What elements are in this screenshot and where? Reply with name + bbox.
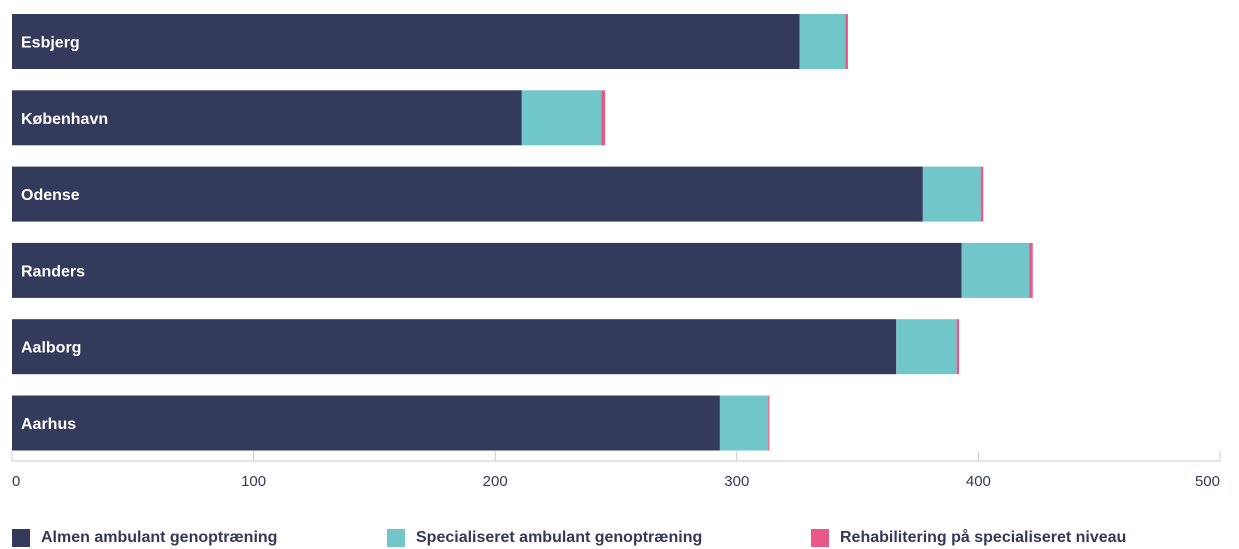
x-axis: 0 100 200 300 400 500	[11, 451, 1221, 490]
bar-odense-almen	[12, 166, 923, 222]
x-tick-label-500: 500	[1195, 473, 1220, 490]
legend-swatch-almen	[12, 529, 30, 547]
legend-label-almen: Almen ambulant genoptræning	[41, 529, 278, 546]
bar-label-esbjerg: Esbjerg	[21, 35, 80, 52]
bar-randers-specialiseret	[961, 242, 1030, 298]
bar-aalborg-specialiseret	[896, 319, 957, 375]
x-tick-label-0: 0	[12, 473, 20, 490]
bars-group: Esbjerg København Odense Randers Aalborg Aarh…	[12, 14, 1033, 451]
bar-label-odense: Odense	[21, 187, 80, 204]
legend-item-almen: Almen ambulant genoptræning	[12, 529, 277, 547]
bar-label-kobenhavn: København	[21, 111, 108, 128]
bar-odense-specialiseret	[922, 166, 981, 222]
legend-swatch-rehabilitering	[811, 529, 829, 547]
bar-label-aarhus: Aarhus	[21, 416, 76, 433]
bar-aalborg-rehabilitering	[956, 319, 960, 375]
bar-aarhus-specialiseret	[719, 395, 769, 451]
bar-kobenhavn-rehabilitering	[601, 90, 606, 146]
x-tick-label-200: 200	[483, 473, 508, 490]
bar-randers-almen	[12, 242, 962, 298]
legend-item-rehabilitering: Rehabilitering på specialiseret niveau	[811, 529, 1126, 547]
bar-esbjerg-specialiseret	[799, 14, 846, 69]
bar-label-aalborg: Aalborg	[21, 340, 81, 357]
bar-aarhus-rehabilitering	[768, 395, 770, 451]
legend-label-rehabilitering: Rehabilitering på specialiseret niveau	[840, 529, 1127, 546]
bar-kobenhavn-almen	[12, 90, 522, 146]
stacked-bar-chart: Esbjerg København Odense Randers Aalborg Aarh…	[11, 14, 1221, 490]
bar-odense-rehabilitering	[980, 166, 984, 222]
x-tick-label-300: 300	[724, 473, 749, 490]
legend-item-specialiseret: Specialiseret ambulant genoptræning	[387, 529, 702, 547]
x-tick-label-100: 100	[241, 473, 266, 490]
bar-randers-rehabilitering	[1029, 242, 1033, 298]
x-tick-label-400: 400	[966, 473, 991, 490]
legend-label-specialiseret: Specialiseret ambulant genoptræning	[416, 529, 703, 546]
bar-label-randers: Randers	[21, 263, 85, 280]
bar-esbjerg-almen	[12, 14, 800, 69]
legend-swatch-specialiseret	[387, 529, 405, 547]
bar-kobenhavn-specialiseret	[521, 90, 602, 146]
bar-aarhus-almen	[12, 395, 720, 451]
bar-esbjerg-rehabilitering	[845, 14, 848, 69]
legend: Almen ambulant genoptræning Specialisere…	[0, 525, 1239, 549]
bar-aalborg-almen	[12, 319, 897, 375]
